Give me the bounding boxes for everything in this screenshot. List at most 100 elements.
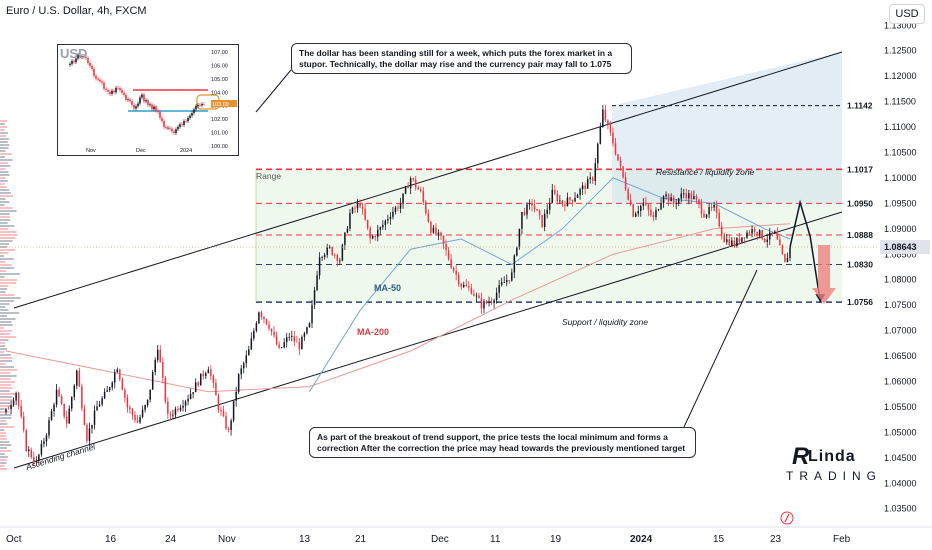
candle-body [164,377,167,402]
candle-body [425,201,427,214]
resistance-zone-label: Resistance / liquidity zone [656,167,755,177]
volume-profile-bar [0,369,18,371]
inset-candle-body [117,87,119,89]
candle-body [640,205,642,212]
candle-body [336,255,339,261]
candle-body [111,382,113,388]
candle-body [703,213,705,218]
volume-profile-bar [0,312,20,314]
volume-profile-bar [0,141,8,143]
candle-body [81,386,83,409]
inset-candle-body [141,94,143,98]
candle-body [245,355,248,364]
candle-body [344,232,346,245]
volume-profile-bar [0,294,15,296]
volume-profile-bar [0,393,17,395]
candle-body [723,234,726,243]
inset-candle-body [103,82,105,89]
inset-candle-body [201,104,203,106]
volume-profile-bar [0,342,6,344]
candle-body [139,417,141,423]
x-tick-label: 21 [355,534,367,545]
candle-body [756,231,758,235]
candle-body [642,202,645,206]
volume-profile-bar [0,243,10,245]
inset-y-tick: 101.00 [211,131,228,137]
volume-profile-bar [0,201,10,203]
volume-profile-bar [0,264,12,266]
candle-body [248,349,250,356]
inset-candle-body [73,60,75,63]
inset-candle-body [93,68,95,76]
x-tick-label: 2024 [630,534,653,545]
candle-body [409,178,412,189]
support-zone-label: Support / liquidity zone [562,317,648,327]
volume-profile-bar [0,336,17,338]
candle-body [197,382,199,386]
candle-body [296,341,298,343]
candle-body [632,204,634,217]
candle-body [88,428,91,441]
inset-y-tick: 104.00 [211,90,228,96]
candle-body [399,203,402,209]
inset-candle-body [119,87,121,90]
inset-candle-body [87,58,89,63]
volume-profile-bar [0,165,11,167]
inset-candle-body [111,90,113,94]
volume-profile-bar [0,345,6,347]
y-tick-label: 1.10000 [884,173,917,183]
candle-body [518,228,521,248]
candle-body [379,227,382,230]
candle-body [736,238,738,247]
inset-candle-body [161,117,163,122]
candle-body [328,247,331,248]
candle-body [536,209,538,211]
inset-candle-body [109,91,111,94]
candle-body [397,207,399,209]
current-price-tag [880,239,930,254]
volume-profile-bar [0,189,10,191]
current-price-label: 1.08643 [884,242,917,252]
candle-body [73,385,76,398]
inset-candle-body [157,110,159,113]
candle-body [371,235,374,239]
y-tick-label: 1.04500 [884,453,917,463]
volume-profile-bar [0,285,9,287]
candle-body [708,207,710,215]
volume-profile-bar [0,129,5,131]
candle-body [718,212,720,227]
candle-body [602,109,604,128]
volume-profile-bar [0,387,13,389]
volume-profile-bar [0,267,15,269]
candle-body [523,211,526,215]
alert-icon [780,511,794,525]
candle-body [503,282,505,283]
candle-body [60,396,63,404]
volume-profile-bar [0,402,11,404]
candle-body [665,194,667,197]
candle-body [685,193,688,199]
candle-body [655,210,657,218]
currency-button[interactable]: USD [889,4,925,24]
volume-profile-bar [0,411,10,413]
volume-profile-bar [0,240,13,242]
candle-body [614,143,617,155]
volume-profile-bar [0,279,17,281]
volume-profile-bar [0,426,14,428]
candle-body [389,216,392,220]
logo-top-text: Linda [808,448,856,465]
candle-body [776,231,779,240]
volume-profile-bar [0,360,13,362]
candle-body [629,199,632,205]
candle-body [103,391,106,399]
candle-body [306,327,308,334]
candle-body [652,215,655,218]
volume-profile-bar [0,381,15,383]
candle-body [597,143,599,164]
x-tick-label: 19 [550,534,562,545]
volume-profile-bar [0,192,12,194]
volume-profile-bar [0,378,11,380]
candle-body [169,413,172,416]
volume-profile-bar [0,432,6,434]
